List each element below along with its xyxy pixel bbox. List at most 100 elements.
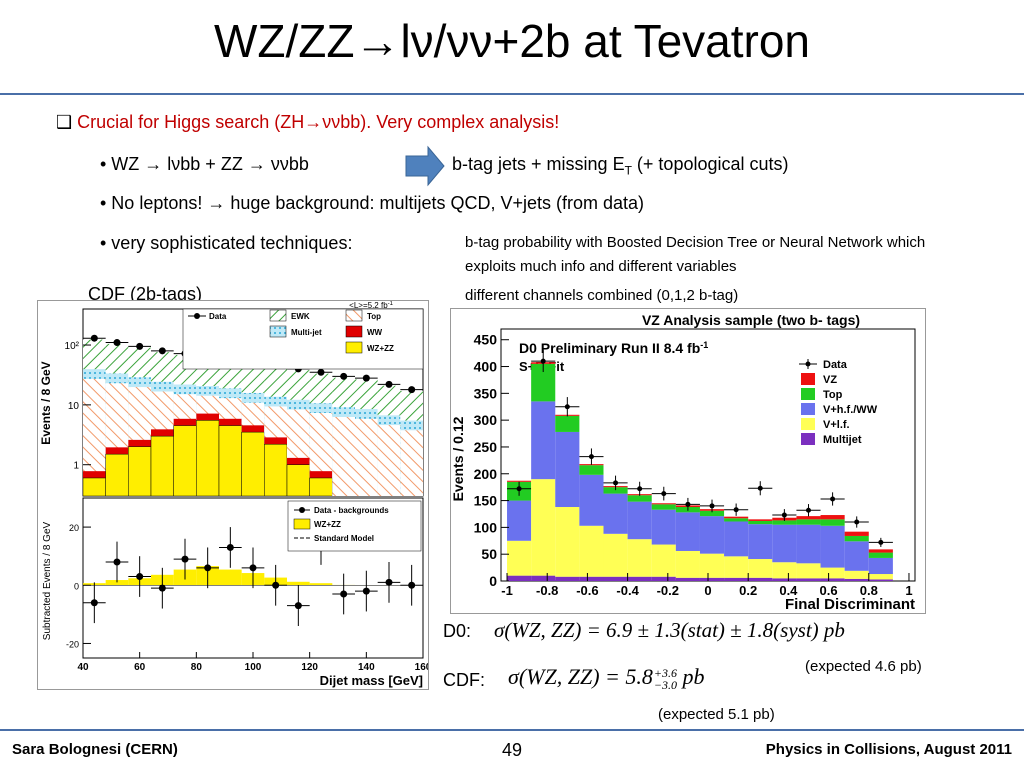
d0-data-point — [637, 486, 643, 492]
cdf-wzzz-bar — [241, 431, 265, 497]
cdf-xtick-label: 80 — [191, 662, 203, 673]
d0-data-point — [661, 491, 667, 497]
d0-data-point — [757, 485, 763, 491]
d0-bar-vlf — [531, 479, 556, 576]
cdf-xtick-label: 40 — [77, 662, 89, 673]
d0-bar-vlf — [507, 540, 532, 576]
d0-bar-vz — [796, 516, 821, 520]
d0-bar-multijet — [844, 578, 869, 581]
cdf-lower-wzzz-bar — [287, 581, 310, 586]
cdf-formula-pre: σ(WZ, ZZ) = 5.8 — [508, 664, 653, 689]
cdf-wzzz-bar — [196, 420, 220, 497]
d0-yticks: 0 50 100 150 200 250 300 350 400 450 — [474, 332, 509, 589]
cdf-data-point — [362, 374, 370, 382]
d0-bar-multijet — [507, 575, 532, 581]
d0-data-point — [540, 358, 546, 364]
cdf-lower-point — [158, 584, 166, 592]
cdf-data-point — [317, 368, 325, 376]
cdf-lower-ylabel: Subtracted Events / 8 GeV — [42, 521, 53, 640]
sub1-right-post: (+ topological cuts) — [631, 154, 789, 174]
d0-data-point — [805, 507, 811, 513]
cdf-lower-point — [385, 578, 393, 586]
cdf-data-point — [90, 334, 98, 342]
page-number: 49 — [501, 740, 523, 760]
d0-data-point — [854, 519, 860, 525]
d0-bar-top — [579, 465, 604, 475]
main-bullet-text: Crucial for Higgs search (ZH→ννbb). Very… — [77, 112, 560, 132]
d0-bar-top — [555, 415, 580, 432]
cdf-data-point — [113, 339, 121, 347]
d0-bar-vhfww — [555, 431, 580, 508]
cdf-wzzz-bar — [128, 446, 152, 497]
d0-bar-vhfww — [531, 401, 556, 480]
cdf-formula-sup: +3.6 — [653, 665, 677, 680]
d0-bar-vhfww — [796, 524, 821, 564]
cdf-ww-bar — [83, 471, 106, 478]
d0-title: VZ Analysis sample (two b- tags) — [642, 312, 860, 328]
d0-bar-vz — [868, 549, 893, 553]
cdf-wzzz-bar — [286, 464, 310, 497]
cdf-legend-label: EWK — [291, 312, 310, 321]
d0-bar-multijet — [531, 575, 556, 581]
note-channels: different channels combined (0,1,2 b-tag… — [465, 287, 739, 304]
d0-data-point — [685, 501, 691, 507]
d0-bar-top — [699, 510, 725, 517]
cdf-legend-box — [182, 308, 424, 370]
cdf-legend-label: Multi-jet — [291, 328, 322, 337]
d0-legend-dot — [805, 361, 811, 367]
title-rule — [0, 93, 1024, 95]
d0-xtick-label: -1 — [501, 583, 513, 598]
d0-bar-top — [796, 519, 821, 525]
cdf-lower-point — [204, 564, 212, 572]
cdf-label: CDF: — [443, 670, 485, 690]
d0-bar-vlf — [844, 570, 869, 579]
d0-bar-multijet — [699, 577, 725, 581]
d0-xtick-label: 0.6 — [820, 583, 838, 598]
cdf-top-bar — [400, 430, 423, 496]
d0-legend-label: Top — [823, 389, 843, 401]
cdf-legend-label: WW — [367, 328, 383, 337]
cdf-lower-ytick-label: 20 — [69, 523, 79, 533]
d0-data-point — [516, 486, 522, 492]
d0-bar-vz — [507, 480, 532, 482]
cdf-xtick-label: 160 — [415, 662, 429, 673]
d0-bar-vhfww — [675, 512, 700, 551]
d0-xtick-label: 1 — [905, 583, 912, 598]
slide-title: WZ/ZZ→lν/νν+2b at Tevatron — [213, 15, 811, 67]
cdf-xtick-label: 120 — [301, 662, 318, 673]
right-arrow-icon — [405, 145, 445, 187]
d0-bar-vlf — [603, 533, 628, 577]
cdf-legend-label: Data — [209, 312, 227, 321]
d0-bar-top — [772, 520, 797, 525]
d0-bar-top — [868, 552, 893, 558]
cdf-xtick-label: 60 — [134, 662, 146, 673]
d0-data-point — [613, 480, 619, 486]
d0-xlabel: Final Discriminant — [785, 596, 915, 613]
d0-ytick-label: 300 — [474, 412, 498, 428]
d0-bar-vz — [748, 519, 773, 521]
cdf-lower-wzzz-bar — [309, 583, 333, 586]
d0-legend-swatch — [801, 433, 815, 445]
cdf-xlabel: Dijet mass [GeV] — [320, 673, 423, 688]
d0-bar-multijet — [772, 578, 797, 581]
d0-bar-multijet — [651, 576, 676, 581]
d0-stack — [507, 350, 893, 581]
cdf-lower-wzzz-bar — [105, 580, 129, 586]
cdf-caption: CDF (2b-tags) — [88, 284, 203, 304]
cdf-lower-yticks: -20 0 20 — [66, 523, 91, 649]
cdf-upper-legend: Data EWK Top Multi-jet WW WZ+ZZ — [182, 308, 424, 370]
cdf-lumi-sup: -1 — [388, 301, 394, 307]
d0-bar-multijet — [868, 579, 893, 581]
cdf-lower-wzzz-bar — [219, 569, 242, 586]
cdf-ww-bar — [151, 429, 174, 437]
d0-formula: σ(WZ, ZZ) = 6.9 ± 1.3(stat) ± 1.8(syst) … — [494, 618, 845, 642]
cdf-legend-swatch — [269, 325, 287, 338]
d0-ytick-label: 100 — [474, 519, 498, 535]
sub1-right-pre: b-tag jets + missing E — [452, 154, 625, 174]
d0-bar-multijet — [724, 577, 749, 581]
cdf-lower-point — [340, 590, 348, 598]
cdf-wzzz-bar — [173, 425, 197, 497]
footer-rule — [0, 729, 1024, 731]
expected-cdf: (expected 5.1 pb) — [658, 706, 775, 723]
cdf-upper-stack — [82, 334, 423, 497]
